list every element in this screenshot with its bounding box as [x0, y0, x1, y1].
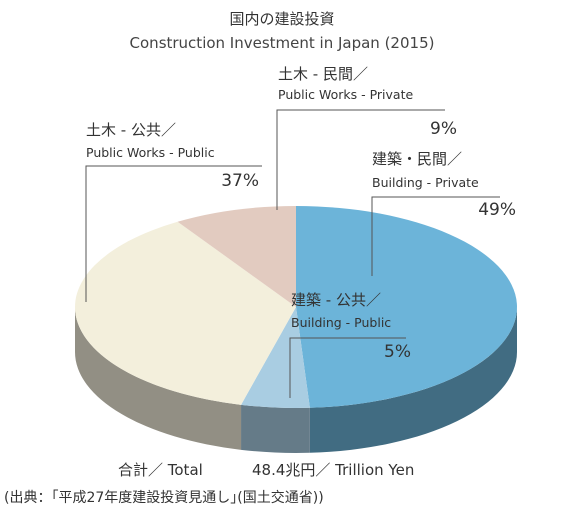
leader-line: [276, 109, 445, 210]
leader-lines: [85, 109, 500, 398]
pie-sides: [75, 307, 518, 453]
slice-side: [75, 307, 242, 450]
slice-value-label: 37%: [221, 171, 259, 191]
slice-label-ja: 土木 - 民間／: [278, 65, 368, 83]
slice-label-en: Public Works - Public: [86, 145, 215, 160]
slice-label-ja: 土木 - 公共／: [86, 121, 176, 139]
slice-value-label: 9%: [430, 119, 457, 139]
pie-slices: [74, 206, 517, 409]
pie-slice: [177, 206, 296, 307]
total-value: 48.4兆円／ Trillion Yen: [252, 461, 414, 479]
leader-line: [85, 165, 262, 302]
slice-label-ja: 建築・民間／: [372, 150, 462, 168]
slice-label-en: Public Works - Private: [278, 87, 413, 102]
pie-slice: [296, 206, 517, 408]
slice-side: [309, 307, 518, 453]
source-note: (出典：｢平成27年度建設投資見通し｣(国土交通省)): [4, 489, 324, 506]
slice-label-en: Building - Public: [291, 315, 391, 330]
slice-side: [241, 404, 310, 453]
chart-title: 国内の建設投資: [229, 10, 334, 28]
pie-slice: [241, 307, 310, 409]
slice-value-label: 49%: [478, 200, 516, 220]
pie-slice: [74, 221, 296, 405]
leader-line: [371, 196, 500, 276]
slice-label-ja: 建築 - 公共／: [291, 291, 381, 309]
chart-subtitle: Construction Investment in Japan (2015): [130, 34, 435, 52]
slice-label-en: Building - Private: [372, 175, 479, 190]
total-label: 合計／ Total: [118, 461, 203, 479]
slice-value-label: 5%: [384, 342, 411, 362]
leader-line: [289, 337, 406, 398]
